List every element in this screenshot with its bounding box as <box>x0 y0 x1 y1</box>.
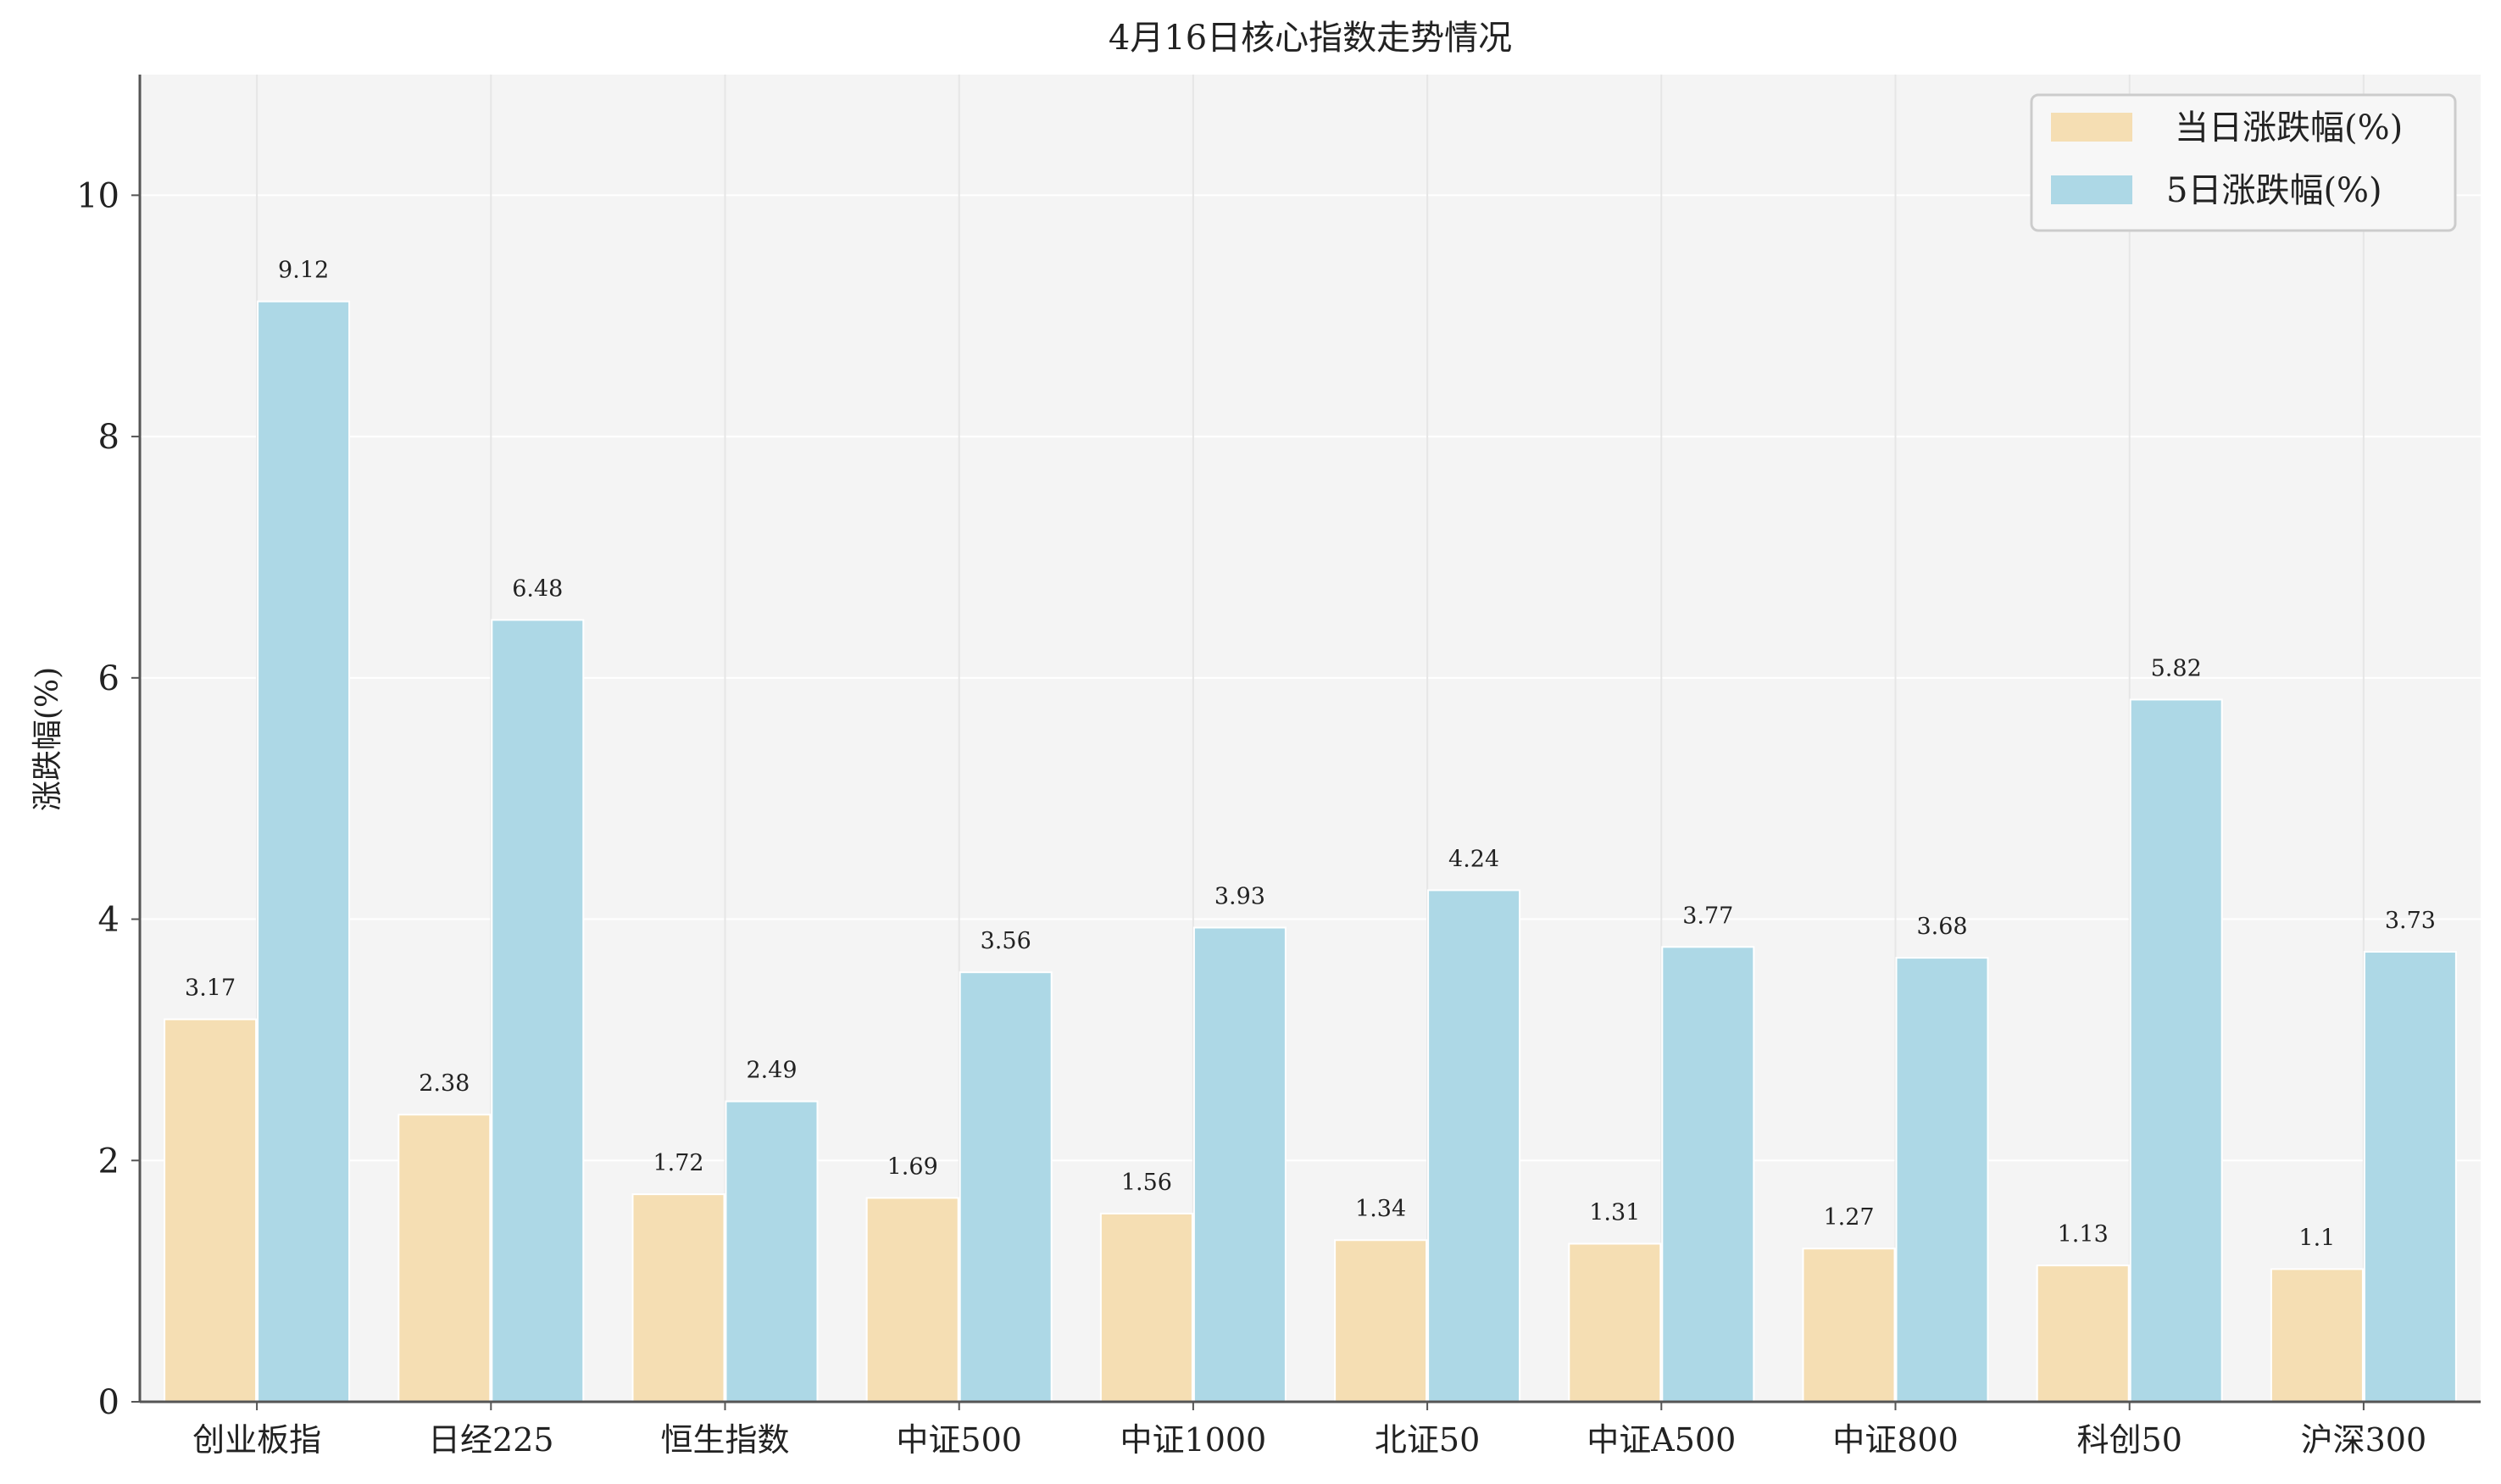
bar-value-labels: 3.17 2.38 1.72 1.69 1.56 1.34 1.31 1.27 1.13 1.1 9… <box>185 258 2436 1252</box>
bar-5day-3 <box>959 971 1053 1403</box>
x-tick-label: 恒生指数 <box>660 1421 789 1459</box>
bar-label-5day-6: 3.77 <box>1682 903 1733 929</box>
bar-label-daily-0: 3.17 <box>185 975 236 1002</box>
y-tick-label: 0 <box>98 1383 119 1422</box>
y-tick-labels: 0 2 4 6 8 10 <box>76 176 140 1422</box>
y-tick-label: 2 <box>98 1142 119 1181</box>
bar-label-daily-8: 1.13 <box>2058 1221 2109 1248</box>
y-tick-label: 8 <box>98 418 119 457</box>
bar-label-daily-9: 1.1 <box>2298 1225 2335 1251</box>
bar-5day-1 <box>491 619 585 1403</box>
bar-daily-6 <box>1568 1242 1662 1403</box>
x-tick-labels: 创业板指 日经225 恒生指数 中证500 中证1000 北证50 中证A500 中证800 科… <box>192 1402 2426 1459</box>
bar-label-5day-8: 5.82 <box>2151 655 2202 681</box>
bar-label-daily-1: 2.38 <box>419 1070 470 1097</box>
y-axis-label: 涨跌幅(%) <box>31 667 65 811</box>
bar-daily-5 <box>1334 1239 1428 1403</box>
y-tick-label: 10 <box>76 176 119 215</box>
bar-label-daily-5: 1.34 <box>1355 1196 1406 1222</box>
bar-daily-0 <box>164 1018 258 1403</box>
x-tick-label: 沪深300 <box>2301 1421 2427 1459</box>
bar-label-5day-1: 6.48 <box>512 575 563 602</box>
bar-daily-2 <box>631 1193 725 1403</box>
legend-box <box>2030 93 2457 232</box>
bar-label-5day-4: 3.93 <box>1214 884 1265 910</box>
bar-label-5day-7: 3.68 <box>1916 914 1967 940</box>
bar-5day-5 <box>1427 889 1521 1403</box>
chart-title: 4月16日核心指数走势情况 <box>1109 19 1512 58</box>
x-tick-label: 中证800 <box>1832 1421 1959 1459</box>
x-tick-label: 日经225 <box>428 1421 554 1459</box>
bar-5day-8 <box>2129 698 2223 1403</box>
bar-label-5day-2: 2.49 <box>746 1058 797 1084</box>
x-tick-label: 创业板指 <box>192 1421 321 1459</box>
y-tick-label: 4 <box>98 901 119 940</box>
bar-5day-7 <box>1895 957 1989 1403</box>
bars <box>164 300 2457 1403</box>
bar-label-daily-4: 1.56 <box>1121 1170 1172 1196</box>
bar-daily-7 <box>1802 1248 1896 1403</box>
bar-daily-9 <box>2270 1268 2364 1403</box>
bar-5day-0 <box>257 300 351 1403</box>
bar-5day-2 <box>725 1100 819 1403</box>
axes <box>138 75 2481 1403</box>
bar-daily-3 <box>865 1197 959 1403</box>
x-tick-label: 中证A500 <box>1587 1421 1736 1459</box>
bar-5day-4 <box>1192 926 1287 1403</box>
x-tick-label: 中证1000 <box>1120 1421 1267 1459</box>
legend-swatch-daily <box>2051 113 2132 142</box>
y-tick-label: 6 <box>98 659 119 698</box>
x-tick-label: 北证50 <box>1375 1421 1480 1459</box>
bar-label-daily-7: 1.27 <box>1823 1204 1874 1231</box>
bar-label-5day-9: 3.73 <box>2385 908 2436 934</box>
bar-label-daily-3: 1.69 <box>887 1153 938 1180</box>
legend-label-daily: 当日涨跌幅(%) <box>2175 108 2403 147</box>
bar-label-5day-0: 9.12 <box>278 258 329 284</box>
x-tick-label: 科创50 <box>2077 1421 2182 1459</box>
bar-label-5day-3: 3.56 <box>981 928 1031 954</box>
legend-swatch-5day <box>2051 175 2132 204</box>
bar-daily-4 <box>1099 1212 1193 1403</box>
bar-daily-1 <box>397 1114 492 1403</box>
legend-label-5day: 5日涨跌幅(%) <box>2166 171 2382 210</box>
bar-5day-6 <box>1661 946 1755 1403</box>
bar-label-daily-6: 1.31 <box>1589 1200 1640 1226</box>
bar-label-daily-2: 1.72 <box>653 1150 703 1176</box>
bar-label-5day-5: 4.24 <box>1448 846 1499 872</box>
x-tick-label: 中证500 <box>896 1421 1022 1459</box>
legend: 当日涨跌幅(%) 5日涨跌幅(%) <box>2030 93 2457 232</box>
bar-daily-8 <box>2036 1264 2130 1403</box>
bar-5day-9 <box>2363 950 2457 1403</box>
